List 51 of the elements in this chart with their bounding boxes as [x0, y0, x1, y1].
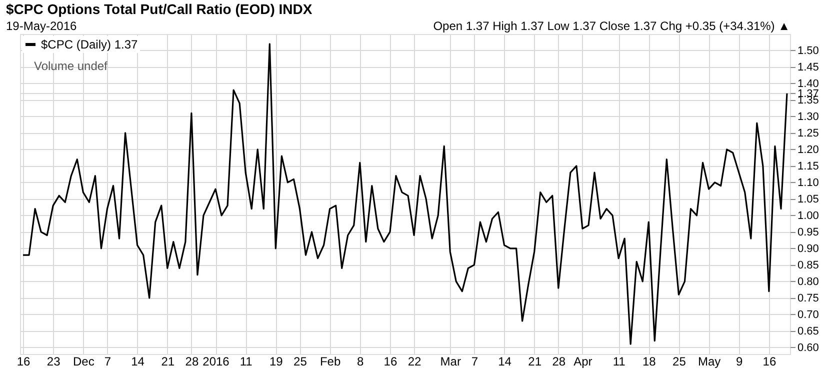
y-tick-label: 0.85 [798, 259, 819, 272]
x-tick-label: May [698, 354, 721, 368]
y-tick-label: 0.70 [798, 308, 819, 321]
y-tick-label: 1.20 [798, 144, 819, 156]
x-tick-label: Dec [72, 354, 94, 368]
y-tick-label: 0.95 [798, 226, 819, 238]
x-tick-label: 19 [269, 354, 284, 368]
x-tick-label: 21 [161, 354, 175, 368]
y-tick-label: 1.00 [798, 210, 819, 222]
x-tick-label: 7 [471, 354, 478, 368]
x-tick-label: 2016 [202, 354, 230, 368]
x-tick-label: 22 [408, 354, 422, 368]
y-tick-label: 1.35 [798, 94, 819, 106]
x-tick-label: 16 [384, 354, 398, 368]
x-tick-label: 14 [498, 354, 512, 368]
y-tick-label: 1.15 [798, 160, 819, 172]
text: Open 1.37 High 1.37 Low 1.37 Close 1.37 Chg +0.35 (+34.31%) ▲ [433, 19, 790, 33]
x-tick-label: 7 [104, 354, 112, 368]
x-tick-label: 25 [672, 354, 686, 368]
x-tick-label: 16 [16, 354, 30, 368]
x-tick-label: 25 [294, 354, 308, 368]
y-tick-label: 0.65 [798, 325, 819, 338]
y-tick-label: 1.40 [798, 78, 819, 90]
y-tick-label: 0.60 [798, 342, 819, 354]
y-tick-label: 1.30 [798, 110, 819, 123]
x-tick-label: 14 [131, 354, 145, 368]
y-tick-label: 1.50 [798, 44, 819, 57]
x-tick-label: 21 [528, 354, 542, 368]
x-tick-label: Apr [574, 354, 592, 368]
x-tick-label: 16 [762, 354, 776, 368]
x-tick-label: Mar [440, 354, 461, 368]
y-tick-label: 0.90 [798, 242, 819, 255]
legend-label: $CPC (Daily) 1.37 [41, 38, 138, 52]
y-tick-label: 1.25 [798, 127, 819, 140]
x-tick-label: 11 [612, 354, 626, 368]
x-tick-label: 28 [185, 354, 199, 368]
y-tick-label: 1.45 [798, 61, 819, 74]
x-tick-label: 23 [46, 354, 61, 368]
annotation: Volume undef [34, 59, 108, 73]
x-tick-label: 8 [357, 354, 364, 368]
x-tick-label: 11 [240, 354, 253, 368]
y-tick-label: 1.05 [798, 193, 819, 206]
x-tick-label: 28 [552, 354, 566, 368]
x-tick-label: Feb [320, 354, 341, 368]
chart-subtitle: 19-May-2016 [6, 19, 78, 33]
y-tick-label: 0.80 [798, 276, 819, 288]
x-tick-label: 18 [642, 354, 656, 368]
y-tick-label: 1.10 [798, 176, 819, 189]
chart-title: $CPC Options Total Put/Call Ratio (EOD) INDX [6, 1, 313, 17]
y-tick-label: 0.75 [798, 292, 819, 304]
x-tick-label: 9 [736, 354, 744, 368]
